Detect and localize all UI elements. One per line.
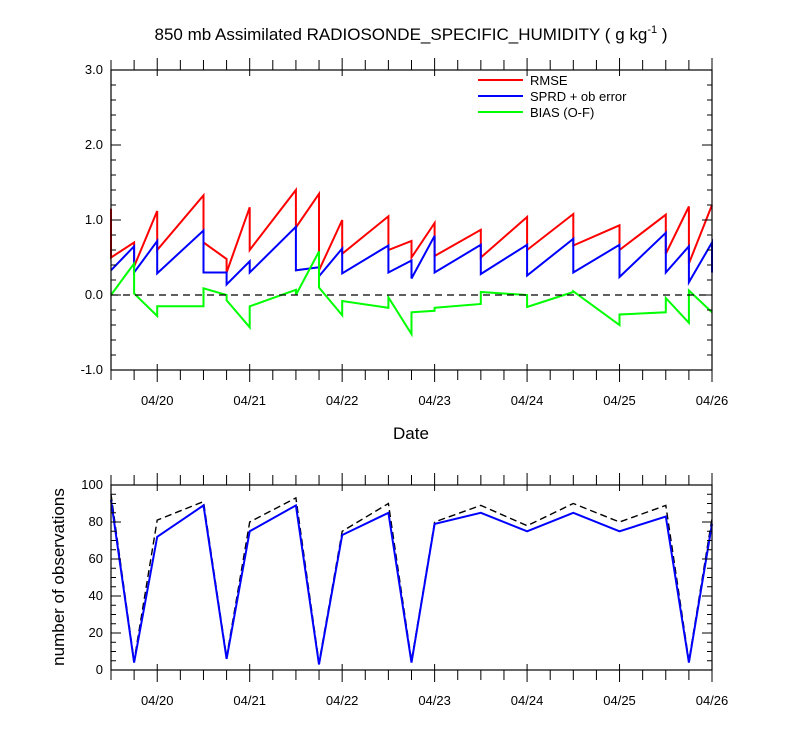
y-tick-label: 0 <box>96 662 103 677</box>
x-tick-label: 04/24 <box>511 393 544 408</box>
y-tick-label: -1.0 <box>81 362 103 377</box>
y-tick-label: 0.0 <box>85 287 103 302</box>
y-tick-label: 1.0 <box>85 212 103 227</box>
legend-label: RMSE <box>530 73 568 88</box>
top-series-line-2 <box>110 251 713 338</box>
y-tick-label: 20 <box>89 625 103 640</box>
x-tick-label: 04/22 <box>326 393 359 408</box>
x-tick-label: 04/23 <box>418 693 451 708</box>
top-series-line-1 <box>110 224 713 287</box>
x-tick-label: 04/25 <box>603 393 636 408</box>
bottom-series-line-1 <box>110 499 713 665</box>
legend-label: BIAS (O-F) <box>530 105 594 120</box>
x-tick-label: 04/23 <box>418 393 451 408</box>
x-tick-label: 04/21 <box>233 693 266 708</box>
chart-title-superscript: -1 <box>647 24 657 36</box>
top-series-group <box>110 187 713 338</box>
x-tick-label: 04/26 <box>696 693 729 708</box>
chart-title-end: ) <box>657 25 667 44</box>
y-tick-label: 100 <box>81 477 103 492</box>
top-x-axis-label: Date <box>393 424 429 443</box>
chart-title-main: 850 mb Assimilated RADIOSONDE_SPECIFIC_H… <box>155 25 648 44</box>
x-tick-label: 04/21 <box>233 393 266 408</box>
chart-title: 850 mb Assimilated RADIOSONDE_SPECIFIC_H… <box>155 24 668 44</box>
y-tick-label: 3.0 <box>85 62 103 77</box>
top-chart: -1.0 0.0 1.0 2.0 3.0 04/20 04/21 04/22 04/23 04/2… <box>81 58 729 443</box>
x-tick-label: 04/20 <box>141 393 174 408</box>
y-tick-label: 80 <box>89 514 103 529</box>
bottom-series-line-0 <box>110 494 713 663</box>
x-tick-label: 04/22 <box>326 693 359 708</box>
x-tick-label: 04/26 <box>696 393 729 408</box>
bottom-axis-ticks: 0 20 40 60 80 100 04/20 04/21 04/22 04/23 04/24 04/… <box>81 473 728 708</box>
y-tick-label: 40 <box>89 588 103 603</box>
x-tick-label: 04/24 <box>511 693 544 708</box>
top-series-line-0 <box>110 187 713 273</box>
x-tick-label: 04/20 <box>141 693 174 708</box>
bottom-series-group <box>110 494 713 665</box>
legend-label: SPRD + ob error <box>530 89 627 104</box>
bottom-chart: 0 20 40 60 80 100 04/20 04/21 04/22 04/23 04/24 04/… <box>49 473 728 708</box>
bottom-y-axis-label: number of observations <box>49 488 68 666</box>
y-tick-label: 60 <box>89 551 103 566</box>
bottom-plot-frame <box>110 484 713 671</box>
y-tick-label: 2.0 <box>85 137 103 152</box>
x-tick-label: 04/25 <box>603 693 636 708</box>
top-axis-ticks: -1.0 0.0 1.0 2.0 3.0 04/20 04/21 04/22 04/23 04/2… <box>81 58 729 408</box>
